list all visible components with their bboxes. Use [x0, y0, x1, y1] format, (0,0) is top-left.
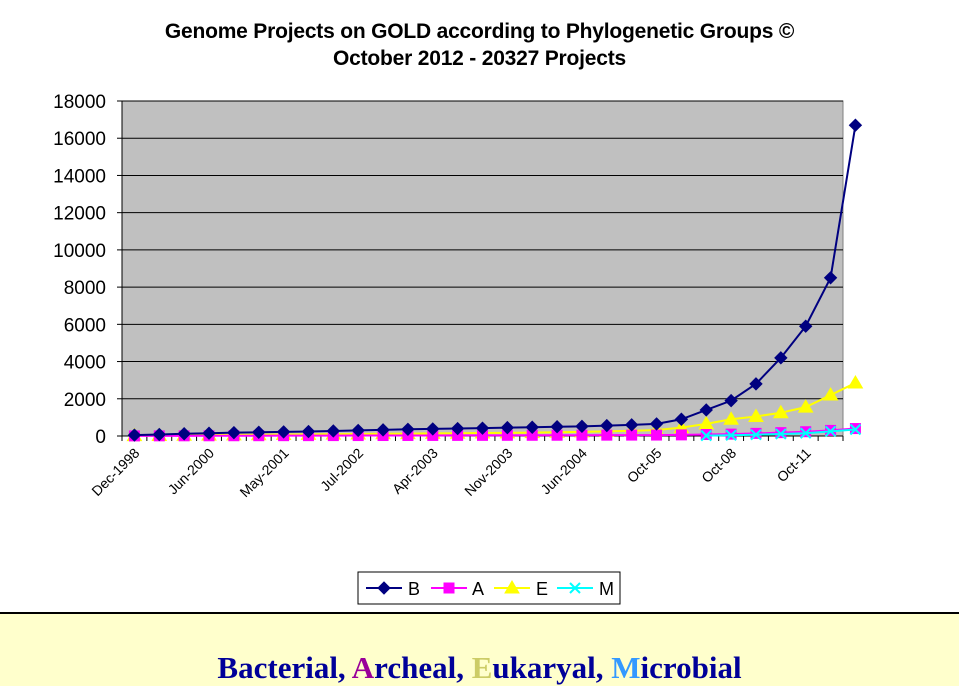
- data-point: [525, 420, 539, 434]
- data-point: [700, 429, 712, 442]
- data-point: [698, 415, 715, 430]
- y-tick-label: 16000: [53, 129, 106, 150]
- y-tick-label: 4000: [64, 353, 106, 374]
- data-point: [748, 408, 764, 422]
- data-point: [774, 351, 788, 365]
- caption-part: rcheal,: [374, 650, 472, 685]
- legend-label: B: [408, 579, 420, 599]
- y-tick-label: 0: [95, 427, 106, 448]
- data-point: [649, 417, 664, 431]
- data-point: [276, 425, 291, 439]
- data-point: [626, 429, 638, 441]
- data-point: [127, 428, 142, 442]
- data-point: [600, 418, 614, 433]
- data-point: [724, 393, 738, 408]
- data-point: [849, 423, 862, 436]
- data-point: [847, 374, 864, 389]
- data-point: [624, 418, 639, 432]
- caption-part: E: [471, 650, 493, 685]
- data-point: [301, 424, 316, 439]
- caption-part: M: [611, 650, 641, 685]
- data-point: [848, 118, 863, 132]
- data-point: [202, 426, 216, 440]
- line-chart: 0 2000 4000 6000 8000 10000 12000 14000 16000 180…: [53, 92, 864, 605]
- caption: Bacterial, Archeal, Eukaryal, Microbial: [0, 650, 959, 686]
- y-tick-label: 18000: [53, 92, 106, 113]
- x-tick-label: Oct-08: [698, 445, 739, 486]
- data-point: [822, 387, 839, 401]
- plot-area: [121, 100, 844, 437]
- data-point: [575, 419, 589, 434]
- data-point: [675, 429, 687, 441]
- chart-title: Genome Projects on GOLD according to Phy…: [164, 20, 795, 43]
- chart-area: Genome Projects on GOLD according to Phy…: [53, 20, 864, 605]
- data-point: [252, 425, 266, 439]
- x-tick-label: Oct-05: [624, 445, 665, 486]
- data-point: [823, 271, 838, 285]
- legend-label: E: [536, 579, 548, 599]
- x-tick-label: Oct-11: [774, 445, 814, 485]
- data-point: [550, 419, 564, 434]
- caption-part: B: [217, 650, 239, 685]
- legend-label: M: [599, 579, 614, 599]
- caption-part: ukaryal,: [492, 650, 612, 685]
- caption-part: icrobial: [640, 650, 742, 685]
- data-point: [674, 412, 689, 426]
- x-tick-label: Jun-2000: [165, 445, 218, 498]
- data-point: [798, 319, 813, 333]
- x-tick-label: Dec-1998: [88, 445, 142, 499]
- y-tick-label: 2000: [64, 390, 106, 411]
- y-tick-label: 12000: [53, 204, 106, 225]
- data-point: [351, 423, 365, 438]
- y-tick-label: 6000: [64, 315, 106, 336]
- caption-band: Bacterial, Archeal, Eukaryal, Microbial: [0, 612, 959, 686]
- chart-subtitle: October 2012 - 20327 Projects: [332, 47, 627, 70]
- data-point: [377, 581, 391, 595]
- data-point: [651, 429, 663, 441]
- data-point: [152, 427, 167, 442]
- y-tick-label: 8000: [64, 278, 106, 299]
- data-point: [824, 425, 837, 438]
- data-point: [569, 582, 581, 594]
- data-point: [749, 377, 763, 391]
- data-point: [800, 426, 812, 438]
- data-point: [475, 421, 490, 435]
- data-point: [500, 420, 515, 435]
- x-tick-label: Jun-2004: [537, 445, 590, 498]
- caption-part: acterial,: [238, 650, 352, 685]
- data-point: [725, 429, 737, 441]
- data-point: [799, 427, 812, 439]
- y-tick-label: 14000: [53, 166, 106, 187]
- data-point: [772, 404, 789, 419]
- data-point: [723, 411, 739, 425]
- data-point: [750, 428, 762, 441]
- data-point: [177, 427, 191, 441]
- data-point: [227, 425, 241, 440]
- data-point: [426, 422, 440, 436]
- x-tick-label: May-2001: [236, 445, 291, 500]
- data-point: [450, 421, 465, 436]
- x-tick-label: Jul-2002: [317, 445, 366, 494]
- caption-part: A: [351, 650, 375, 685]
- data-point: [504, 580, 520, 594]
- data-point: [376, 423, 390, 437]
- data-point: [699, 403, 713, 417]
- data-point: [775, 428, 787, 440]
- x-tick-label: Apr-2003: [389, 445, 441, 497]
- y-tick-label: 10000: [53, 241, 106, 262]
- x-tick-label: Nov-2003: [461, 445, 515, 499]
- data-point: [443, 582, 455, 594]
- data-point: [797, 399, 814, 413]
- legend-label: A: [472, 579, 484, 599]
- data-point: [326, 424, 341, 438]
- data-point: [401, 422, 415, 437]
